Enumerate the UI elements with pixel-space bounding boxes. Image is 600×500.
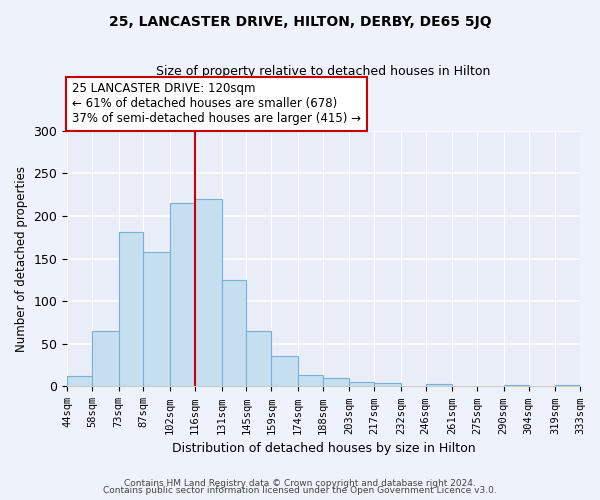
Bar bbox=[374, 383, 401, 386]
Text: 25, LANCASTER DRIVE, HILTON, DERBY, DE65 5JQ: 25, LANCASTER DRIVE, HILTON, DERBY, DE65… bbox=[109, 15, 491, 29]
X-axis label: Distribution of detached houses by size in Hilton: Distribution of detached houses by size … bbox=[172, 442, 475, 455]
Y-axis label: Number of detached properties: Number of detached properties bbox=[15, 166, 28, 352]
Text: 25 LANCASTER DRIVE: 120sqm
← 61% of detached houses are smaller (678)
37% of sem: 25 LANCASTER DRIVE: 120sqm ← 61% of deta… bbox=[72, 82, 361, 126]
Bar bbox=[555, 384, 580, 386]
Bar bbox=[221, 280, 247, 386]
Bar bbox=[349, 382, 374, 386]
Bar bbox=[92, 331, 119, 386]
Bar bbox=[143, 252, 170, 386]
Bar bbox=[298, 374, 323, 386]
Bar bbox=[247, 331, 271, 386]
Bar bbox=[119, 232, 143, 386]
Bar bbox=[425, 384, 452, 386]
Bar bbox=[195, 199, 221, 386]
Text: Contains public sector information licensed under the Open Government Licence v3: Contains public sector information licen… bbox=[103, 486, 497, 495]
Bar bbox=[67, 376, 92, 386]
Title: Size of property relative to detached houses in Hilton: Size of property relative to detached ho… bbox=[157, 65, 491, 78]
Bar bbox=[271, 356, 298, 386]
Bar bbox=[170, 203, 195, 386]
Text: Contains HM Land Registry data © Crown copyright and database right 2024.: Contains HM Land Registry data © Crown c… bbox=[124, 478, 476, 488]
Bar bbox=[323, 378, 349, 386]
Bar bbox=[503, 384, 529, 386]
